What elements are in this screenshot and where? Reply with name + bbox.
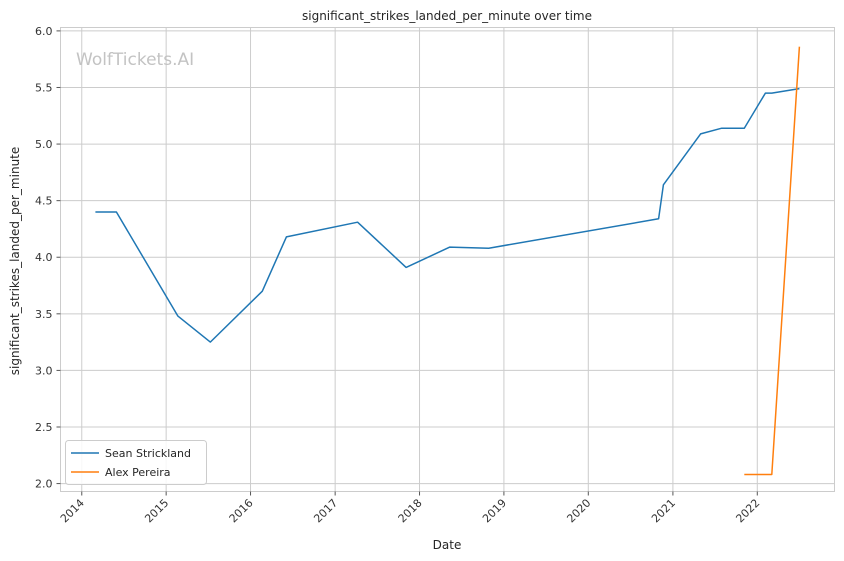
y-tick-label: 5.5: [35, 81, 53, 94]
data-point-alex-pereira: [771, 474, 773, 476]
legend: Sean Strickland Alex Pereira: [65, 440, 207, 485]
chart-title: significant_strikes_landed_per_minute ov…: [302, 9, 592, 23]
legend-label-sean-strickland: Sean Strickland: [105, 447, 191, 460]
data-point-sean-strickland: [405, 267, 407, 269]
data-point-sean-strickland: [721, 127, 723, 129]
series-line-alex-pereira: [744, 46, 801, 476]
data-point-sean-strickland: [286, 236, 288, 238]
y-axis-label: significant_strikes_landed_per_minute: [8, 147, 22, 376]
x-tick-label: 2020: [564, 496, 593, 525]
data-point-sean-strickland: [488, 247, 490, 249]
data-point-sean-strickland: [744, 127, 746, 129]
data-point-sean-strickland: [765, 92, 767, 94]
data-point-sean-strickland: [262, 290, 264, 292]
data-point-sean-strickland: [449, 246, 451, 248]
y-tick-label: 3.5: [35, 308, 53, 321]
grid-lines: [60, 27, 835, 492]
data-point-sean-strickland: [663, 184, 665, 186]
data-point-sean-strickland: [771, 92, 773, 94]
y-tick-label: 4.0: [35, 251, 53, 264]
x-tick-label: 2017: [311, 496, 340, 525]
y-tick-label: 4.5: [35, 195, 53, 208]
x-tick-label: 2018: [396, 496, 425, 525]
series-lines: [95, 46, 801, 476]
x-axis-label: Date: [433, 538, 462, 552]
x-tick-label: 2022: [733, 496, 762, 525]
x-tick-label: 2014: [58, 496, 87, 525]
data-point-sean-strickland: [799, 88, 801, 90]
legend-label-alex-pereira: Alex Pereira: [105, 466, 171, 479]
data-point-sean-strickland: [116, 211, 118, 213]
series-line-sean-strickland: [95, 87, 800, 343]
x-tick-label: 2021: [649, 496, 678, 525]
data-point-sean-strickland: [700, 133, 702, 135]
y-tick-label: 5.0: [35, 138, 53, 151]
y-tick-label: 2.0: [35, 478, 53, 491]
watermark: WolfTickets.AI: [76, 50, 194, 70]
data-point-sean-strickland: [357, 221, 359, 223]
data-point-sean-strickland: [210, 341, 212, 343]
x-tick-label: 2016: [227, 496, 256, 525]
data-point-sean-strickland: [95, 211, 97, 213]
data-point-alex-pereira: [744, 474, 746, 476]
data-point-sean-strickland: [658, 218, 660, 220]
data-point-sean-strickland: [177, 315, 179, 317]
y-tick-label: 2.5: [35, 421, 53, 434]
data-point-alex-pereira: [799, 46, 801, 48]
x-tick-label: 2019: [480, 496, 509, 525]
series-sean-strickland: [95, 87, 801, 343]
x-tick-label: 2015: [142, 496, 171, 525]
plot-area: [60, 27, 835, 492]
series-alex-pereira: [744, 46, 801, 476]
legend-frame: [65, 440, 207, 485]
y-tick-label: 6.0: [35, 25, 53, 38]
y-tick-label: 3.0: [35, 364, 53, 377]
